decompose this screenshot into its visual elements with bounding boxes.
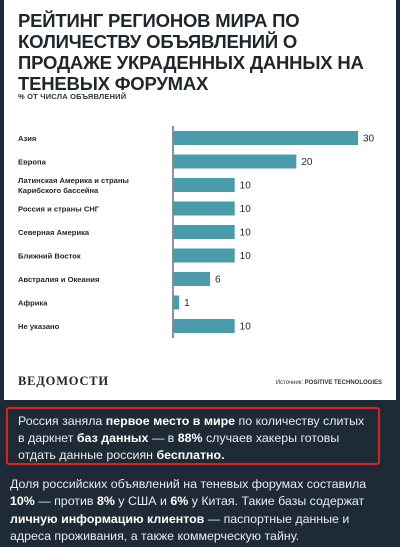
category-label: Не указано (18, 322, 60, 331)
category-label: Африка (18, 299, 48, 308)
highlight-segment: бесплатно. (156, 448, 225, 462)
bar-value-label: 6 (215, 275, 221, 286)
paragraph-segment: — паспортные данные и адреса проживания,… (10, 511, 350, 543)
paragraph-segment: — против (34, 494, 97, 509)
chart-title: РЕЙТИНГ РЕГИОНОВ МИРА ПО КОЛИЧЕСТВУ ОБЪЯ… (18, 10, 364, 94)
category-label: Европа (18, 158, 47, 167)
source-value: POSITIVE TECHNOLOGIES (304, 380, 382, 386)
paragraph-segment: 10% (10, 494, 35, 509)
bar-value-label: 20 (301, 157, 313, 168)
bar (173, 272, 210, 286)
category-label: Россия и страны СНГ (18, 205, 100, 214)
category-label: Ближний Восток (18, 252, 81, 261)
highlight-segment: баз данных (76, 431, 149, 445)
bar-value-label: 30 (363, 134, 375, 145)
bar-value-label: 10 (240, 228, 252, 239)
bar-chart: 30 Азия 20 Европа 10 Латинская Америка и стра… (18, 126, 375, 338)
highlight-segment: Россия заняла (18, 414, 106, 428)
paragraph-segment: 6% (170, 494, 189, 509)
bar-value-label: 10 (240, 322, 252, 333)
bar (173, 178, 235, 192)
highlight-segment: — в (148, 431, 178, 445)
bar-value-label: 10 (240, 204, 252, 215)
bar-value-label: 1 (184, 298, 190, 309)
highlight-segment: первое место в мире (105, 414, 236, 428)
article-paragraph: Доля российских объявлений на теневых фо… (10, 476, 382, 545)
bar (173, 319, 235, 333)
highlight-box: Россия заняла первое место в мире по кол… (6, 407, 380, 465)
source-note: Источник: POSITIVE TECHNOLOGIES (276, 380, 382, 386)
paragraph-segment: Доля российских объявлений на теневых фо… (10, 477, 367, 491)
bar (173, 201, 235, 216)
paragraph-segment: 8% (96, 494, 115, 509)
source-label: Источник: (275, 380, 303, 386)
paragraph-segment: у США и (114, 494, 171, 509)
bar (173, 225, 235, 239)
category-label: Азия (18, 134, 36, 143)
vedomosti-logo: ВЕДОМОСТИ (18, 374, 109, 388)
bar (173, 248, 235, 263)
bar (173, 295, 180, 310)
paragraph-segment: у Китая. Такие базы содержат (188, 494, 365, 509)
chart-subtitle: % ОТ ЧИСЛА ОБЪЯВЛЕНИЙ (18, 92, 127, 101)
bar (173, 154, 297, 169)
category-label: Австралия и Океания (18, 275, 99, 284)
bar-value-label: 10 (240, 181, 252, 192)
category-label: Северная Америка (18, 228, 90, 237)
highlight-segment: случаев хакеры готовы отдать данные росс… (18, 431, 340, 462)
bar-value-label: 10 (240, 251, 252, 262)
highlight-segment: 88% (177, 431, 203, 445)
paragraph-segment: личную информацию клиентов (10, 511, 205, 526)
infographic-card: РЕЙТИНГ РЕГИОНОВ МИРА ПО КОЛИЧЕСТВУ ОБЪЯ… (4, 0, 396, 400)
category-label: Латинская Америка и страны Карибского бас… (18, 176, 129, 195)
bar (173, 131, 358, 145)
highlight-segment: по количеству слитых в даркнет (18, 414, 365, 445)
